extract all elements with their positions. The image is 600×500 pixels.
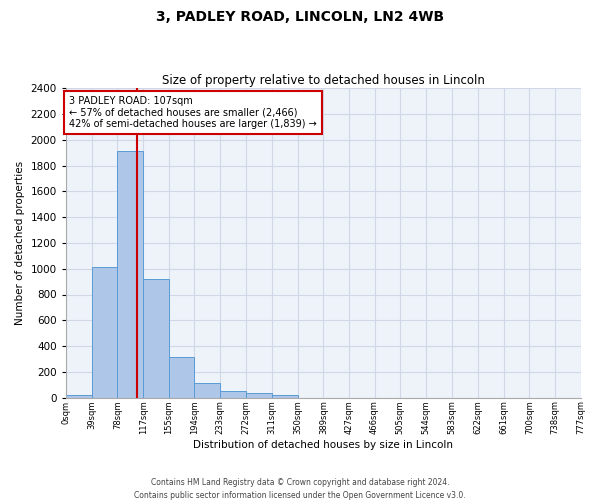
- Bar: [220, 390, 246, 398]
- Bar: [143, 279, 169, 398]
- Bar: [272, 395, 298, 398]
- Text: 3 PADLEY ROAD: 107sqm
← 57% of detached houses are smaller (2,466)
42% of semi-d: 3 PADLEY ROAD: 107sqm ← 57% of detached …: [69, 96, 317, 129]
- X-axis label: Distribution of detached houses by size in Lincoln: Distribution of detached houses by size …: [193, 440, 453, 450]
- Title: Size of property relative to detached houses in Lincoln: Size of property relative to detached ho…: [162, 74, 485, 87]
- Bar: [169, 357, 194, 398]
- Y-axis label: Number of detached properties: Number of detached properties: [15, 161, 25, 325]
- Bar: [66, 395, 92, 398]
- Text: 3, PADLEY ROAD, LINCOLN, LN2 4WB: 3, PADLEY ROAD, LINCOLN, LN2 4WB: [156, 10, 444, 24]
- Bar: [92, 268, 118, 398]
- Bar: [194, 384, 220, 398]
- Bar: [246, 393, 272, 398]
- Bar: [118, 152, 143, 398]
- Text: Contains HM Land Registry data © Crown copyright and database right 2024.
Contai: Contains HM Land Registry data © Crown c…: [134, 478, 466, 500]
